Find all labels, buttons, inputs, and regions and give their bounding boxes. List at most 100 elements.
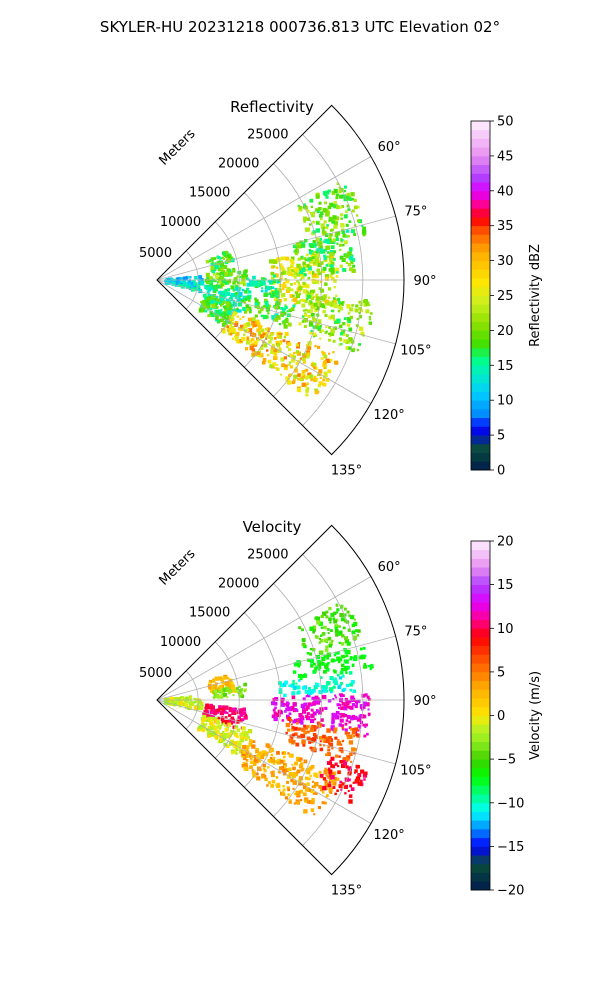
echo-cell [306,782,310,786]
echo-cell [225,744,230,748]
echo-cell [286,786,290,790]
colorbar-segment [471,558,490,568]
echo-cell [219,294,224,299]
echo-cell [263,333,266,336]
echo-cell [283,765,287,769]
echo-cell [274,337,277,340]
echo-cell [341,782,345,786]
echo-cell [222,251,227,256]
echo-cell [309,374,314,379]
echo-cell [320,634,323,637]
echo-cell [265,304,269,308]
echo-cell [303,797,309,802]
echo-cell [357,773,362,777]
echo-cell [300,721,304,725]
echo-cell [305,776,309,780]
echo-cell [208,284,211,287]
echo-cell [238,296,241,299]
echo-cell [285,279,290,284]
colorbar-segment [471,208,490,218]
echo-cell [312,792,316,795]
echo-cell [349,315,353,320]
echo-cell [327,296,331,299]
echo-cell [209,307,213,311]
echo-cell [298,286,303,291]
echo-cell [206,303,211,309]
echo-cell [212,297,215,301]
echo-cell [321,230,326,235]
echo-cell [271,286,275,290]
echo-cell [315,700,319,704]
echo-cell [304,312,307,315]
echo-cell [304,787,309,792]
echo-cell [295,247,299,251]
echo-cell [299,757,303,761]
echo-cell [258,350,261,353]
echo-cell [303,283,308,288]
echo-cell [322,207,327,212]
echo-cell [342,234,345,237]
echo-cell [305,714,309,719]
echo-cell [258,331,262,335]
echo-cell [357,729,360,732]
echo-cell [344,659,349,664]
colorbar-tick-label: 20 [497,535,514,550]
echo-cell [284,710,287,713]
echo-cell [330,756,335,761]
echo-cell [312,702,316,706]
echo-cell [343,240,348,245]
echo-cell [312,212,315,215]
echo-cell [292,679,295,683]
echo-cell [310,713,315,719]
colorbar-segment [471,182,490,192]
colorbar-segment [471,855,490,865]
echo-cell [345,701,350,706]
echo-cell [276,295,280,299]
echo-cell [323,306,327,309]
echo-cell [347,312,351,315]
echo-cell [208,289,211,292]
echo-cell [334,626,338,630]
echo-cell [311,798,315,802]
echo-cell [290,778,294,783]
echo-cell [318,641,321,644]
echo-cell [272,274,277,278]
echo-cell [315,774,319,778]
echo-cell [208,686,212,690]
echo-cell [298,782,302,786]
echo-cell [299,206,302,210]
echo-cell [310,748,314,752]
echo-cell [193,697,196,701]
echo-cell [281,719,285,722]
echo-cell [261,277,266,281]
echo-cell [348,255,354,261]
echo-cell [332,215,337,220]
echo-cell [332,339,336,343]
echo-cell [274,273,279,278]
echo-cell [220,261,223,264]
echo-cell [322,351,326,356]
echo-cell [260,307,264,312]
echo-cell [282,321,286,325]
echo-cell [304,299,308,303]
echo-cell [264,777,268,781]
echo-cell [333,298,338,303]
colorbar-tick-label: 25 [497,289,514,304]
echo-cell [336,777,340,781]
echo-cell [252,740,256,743]
echo-cell [279,759,284,764]
echo-cell [365,309,370,314]
echo-cell [337,301,341,304]
echo-cell [244,762,248,766]
echo-cell [344,666,348,670]
echo-cell [256,306,261,310]
echo-cell [296,263,301,268]
echo-cell [183,697,186,701]
echo-cell [307,276,310,280]
echo-cell [219,304,223,307]
echo-cell [246,308,249,312]
echo-cell [242,708,245,711]
echo-cell [318,369,323,374]
echo-cell [218,290,222,295]
echo-cell [231,707,237,712]
